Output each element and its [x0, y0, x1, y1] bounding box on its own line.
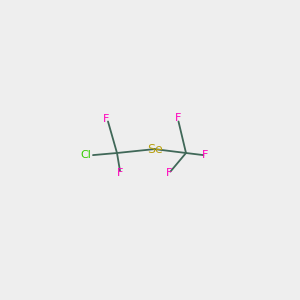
Text: F: F	[201, 150, 208, 160]
Text: F: F	[103, 113, 110, 124]
Text: Se: Se	[147, 142, 162, 156]
Text: F: F	[117, 167, 123, 178]
Text: F: F	[166, 168, 173, 178]
Text: F: F	[175, 113, 181, 123]
Text: Cl: Cl	[80, 150, 91, 160]
